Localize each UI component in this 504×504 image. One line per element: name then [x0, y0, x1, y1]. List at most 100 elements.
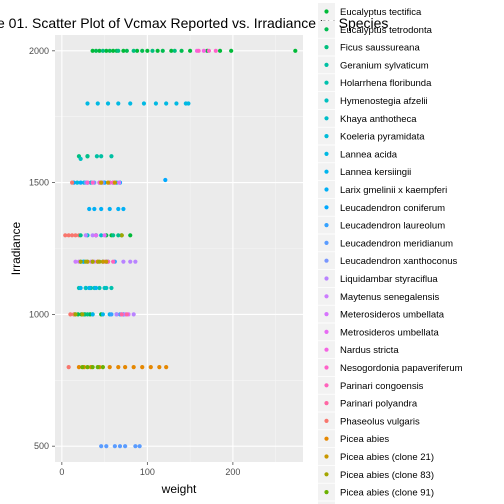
legend-swatch [324, 347, 329, 352]
legend-swatch [324, 187, 329, 192]
data-point [141, 101, 147, 106]
legend-label: Nesogordonia papaveriferum [340, 363, 463, 374]
data-point [100, 48, 105, 53]
legend-label: Larix gmelinii x kaempferi [340, 185, 447, 196]
grid-lines [55, 35, 303, 462]
legend-swatch [324, 418, 329, 423]
data-point [80, 312, 85, 317]
legend-swatch [324, 9, 329, 14]
data-point [66, 365, 71, 370]
data-point [111, 48, 116, 53]
y-axis-title: Irradiance [9, 222, 23, 276]
data-point [164, 365, 169, 370]
data-point [70, 233, 75, 238]
legend-swatch [324, 258, 329, 263]
data-point [229, 48, 234, 53]
data-point [111, 259, 116, 264]
legend-swatch [324, 45, 329, 50]
data-point [99, 206, 104, 212]
data-point [119, 233, 124, 238]
data-point [76, 365, 82, 370]
data-point [107, 206, 112, 212]
data-point [163, 177, 168, 183]
data-point [201, 48, 206, 53]
data-point [155, 48, 160, 53]
data-point [116, 48, 121, 53]
legend-label: Picea abies [340, 434, 389, 445]
data-point [78, 285, 83, 291]
legend-swatch [324, 401, 329, 406]
data-point [85, 180, 90, 185]
data-point [123, 365, 128, 370]
data-point [217, 48, 223, 53]
data-point [85, 154, 90, 159]
data-point [119, 312, 124, 317]
legend-label: Leucadendron coniferum [340, 203, 445, 214]
data-point [133, 444, 138, 449]
legend-label: Parinari congoensis [340, 381, 424, 392]
data-point [172, 48, 177, 53]
data-point [99, 444, 104, 449]
legend-label: Phaseolus vulgaris [340, 416, 420, 427]
legend-key [318, 501, 335, 504]
data-point [145, 48, 150, 53]
data-point [153, 101, 159, 106]
data-point [87, 206, 92, 212]
data-point [100, 259, 105, 264]
data-point [87, 285, 92, 291]
data-point [112, 180, 117, 185]
data-point [179, 48, 184, 53]
legend-swatch [324, 151, 329, 156]
legend-swatch [324, 223, 329, 228]
data-point [104, 259, 109, 264]
legend-label: Eucalyptus tetrodonta [340, 25, 433, 36]
x-axis-title: weight [161, 482, 197, 496]
legend-label: Picea abies (clone 91) [340, 488, 434, 499]
legend-swatch [324, 294, 329, 299]
data-point [134, 48, 140, 53]
data-point [97, 259, 102, 264]
data-point [117, 444, 123, 449]
data-point [164, 101, 169, 106]
data-point [174, 101, 179, 106]
data-point [105, 180, 111, 185]
data-point [137, 444, 142, 449]
data-point [78, 233, 83, 238]
data-point [107, 48, 112, 53]
legend-label: Parinari polyandra [340, 399, 418, 410]
axis-ticks: 0 100 200 500 1000 1500 2000 [29, 46, 240, 477]
data-point [109, 312, 114, 317]
data-point [94, 154, 100, 159]
data-point [85, 312, 90, 317]
data-point [93, 285, 99, 291]
data-point [90, 180, 95, 185]
data-point [78, 156, 83, 161]
legend-swatch [324, 62, 329, 67]
data-point [75, 180, 80, 185]
data-point [85, 101, 90, 106]
data-point [293, 48, 298, 53]
data-point [121, 48, 126, 53]
legend-swatch [324, 454, 329, 459]
data-point [213, 48, 218, 53]
data-point [90, 48, 95, 53]
data-point [128, 101, 133, 106]
data-point [140, 365, 145, 370]
data-point [105, 101, 111, 106]
legend-label: Koeleria pyramidata [340, 132, 425, 143]
legend-label: Khaya anthotheca [340, 114, 417, 125]
data-point [121, 259, 126, 264]
data-point [78, 180, 83, 185]
data-point [206, 48, 212, 53]
y-tick-label: 1000 [29, 309, 49, 319]
legend-label: Lannea kersiingii [340, 167, 411, 178]
legend-label: Lannea acida [340, 149, 398, 160]
data-point [116, 233, 121, 238]
data-point [112, 444, 117, 449]
legend-label: Ficus saussureana [340, 43, 420, 54]
legend-label: Leucadendron xanthoconus [340, 256, 458, 267]
data-point [111, 233, 116, 238]
legend-swatch [324, 169, 329, 174]
data-point [90, 233, 95, 238]
data-point [97, 48, 102, 53]
